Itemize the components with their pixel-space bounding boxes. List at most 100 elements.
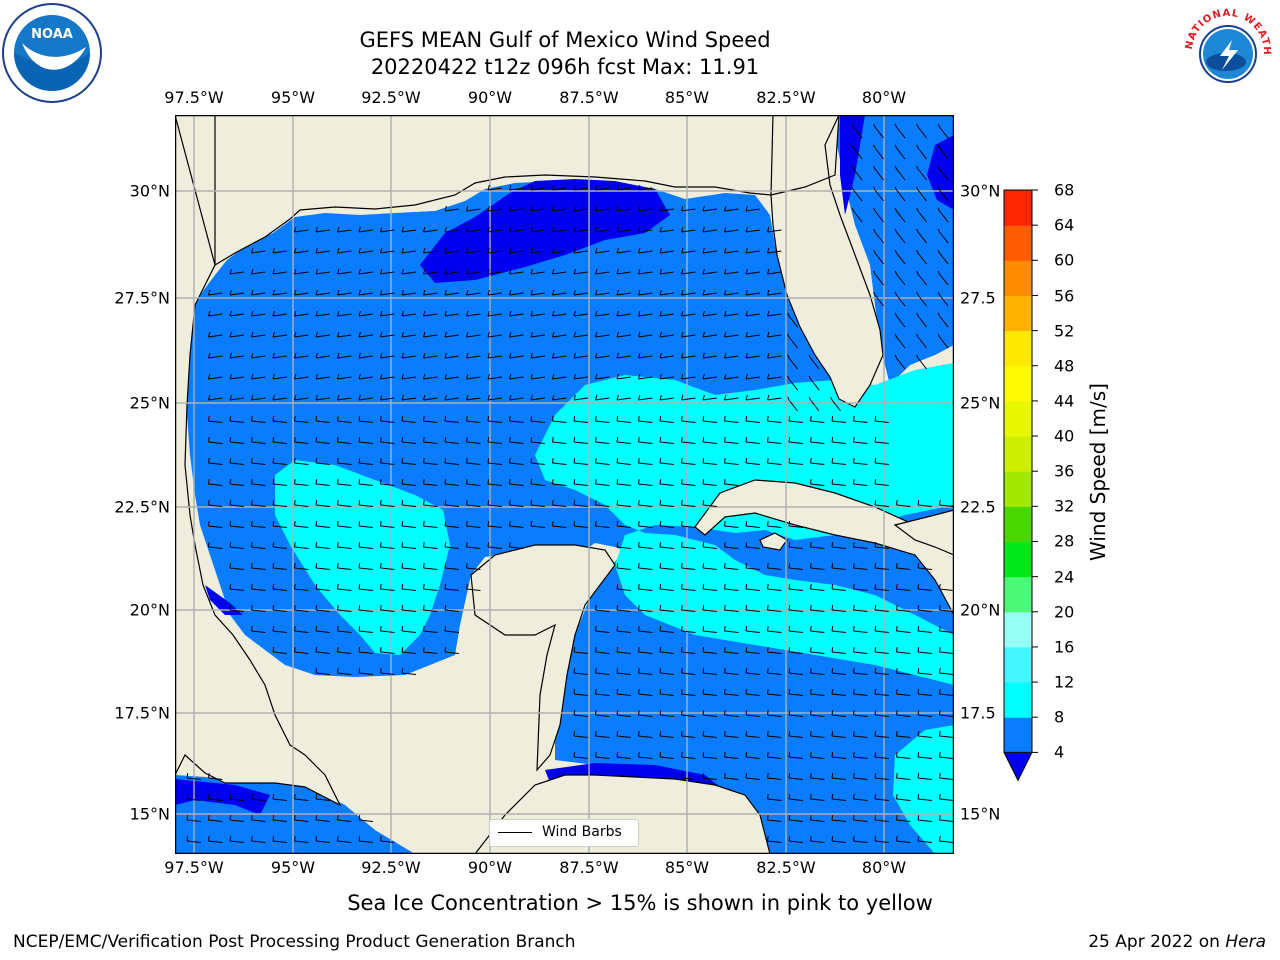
wind-barb-flag bbox=[853, 625, 855, 632]
wind-barb bbox=[659, 420, 674, 423]
wind-barb bbox=[208, 840, 223, 843]
wind-barb-flag bbox=[853, 751, 855, 758]
wind-barb-flag bbox=[444, 352, 447, 359]
wind-barb-flag bbox=[724, 436, 726, 443]
wind-barb bbox=[616, 609, 631, 612]
wind-barb bbox=[358, 376, 373, 380]
wind-barb bbox=[294, 334, 309, 338]
wind-barb-flag bbox=[530, 310, 533, 317]
wind-barb-flag bbox=[552, 415, 554, 422]
wind-barb-flag bbox=[444, 583, 447, 590]
colorbar-segment bbox=[1004, 506, 1032, 542]
wind-barb-flag bbox=[659, 478, 662, 485]
wind-barb bbox=[767, 376, 782, 380]
wind-barb-flag bbox=[315, 541, 318, 548]
wind-barb bbox=[831, 462, 846, 465]
wind-barb-flag bbox=[208, 373, 211, 380]
wind-barb-flag bbox=[853, 709, 855, 716]
wind-barb-flag bbox=[595, 352, 598, 359]
wind-barb bbox=[552, 187, 567, 191]
wind-barb bbox=[423, 355, 438, 359]
wind-barb bbox=[702, 271, 717, 275]
wind-barb bbox=[638, 693, 653, 696]
wind-barb-flag bbox=[681, 205, 684, 212]
wind-barb bbox=[380, 355, 395, 359]
wind-barb-flag bbox=[851, 123, 854, 128]
wind-barb bbox=[315, 630, 330, 633]
wind-barb-flag bbox=[917, 835, 920, 842]
wind-barb bbox=[251, 588, 266, 591]
wind-barb bbox=[659, 714, 674, 717]
wind-barb-flag bbox=[423, 352, 426, 359]
wind-barb bbox=[659, 462, 674, 465]
wind-barb-flag bbox=[724, 772, 726, 779]
wind-barb-flag bbox=[573, 457, 576, 464]
wind-barb-flag bbox=[767, 268, 770, 275]
wind-barb-flag bbox=[595, 457, 597, 464]
wind-barb bbox=[208, 334, 223, 338]
wind-barb-flag bbox=[853, 604, 855, 611]
wind-barb bbox=[315, 798, 330, 801]
wind-barb bbox=[616, 187, 631, 191]
wind-barb bbox=[831, 567, 846, 570]
wind-barb bbox=[358, 609, 373, 612]
wind-barb bbox=[810, 420, 825, 423]
wind-barb-flag bbox=[208, 394, 211, 401]
wind-barb bbox=[509, 525, 524, 528]
wind-barb bbox=[616, 441, 631, 444]
wind-barb-flag bbox=[229, 436, 232, 443]
wind-barb-flag bbox=[444, 562, 447, 569]
wind-barb-flag bbox=[530, 394, 533, 401]
wind-barb-flag bbox=[702, 310, 705, 317]
wind-barb bbox=[939, 210, 949, 223]
wind-barb-flag bbox=[638, 730, 640, 737]
wind-barb-flag bbox=[294, 814, 296, 821]
wind-barb bbox=[896, 315, 906, 328]
wind-barb bbox=[186, 819, 201, 822]
wind-barb bbox=[659, 208, 674, 212]
wind-barb-flag bbox=[702, 772, 705, 779]
wind-barb bbox=[788, 336, 799, 349]
wind-barb-flag bbox=[595, 205, 598, 212]
wind-barb bbox=[853, 588, 868, 591]
colorbar-segment bbox=[1004, 611, 1032, 648]
lon-tick-label: 82.5°W bbox=[756, 858, 816, 877]
wind-barb bbox=[681, 630, 696, 633]
wind-barb-flag bbox=[787, 396, 790, 401]
wind-barb-flag bbox=[937, 291, 940, 296]
colorbar-tick: 64 bbox=[1054, 215, 1075, 235]
wind-barb-flag bbox=[659, 625, 662, 632]
footer-host: Hera bbox=[1225, 932, 1266, 952]
wind-barb bbox=[788, 441, 803, 444]
wind-barb-flag bbox=[487, 226, 490, 233]
lat-tick-label: 20°N bbox=[129, 600, 170, 620]
wind-barb-flag bbox=[208, 814, 210, 821]
wind-barb bbox=[595, 756, 610, 759]
wind-barb bbox=[423, 567, 438, 570]
wind-barb bbox=[681, 756, 696, 759]
wind-barb bbox=[272, 334, 287, 338]
wind-barb bbox=[294, 609, 309, 612]
wind-barb bbox=[767, 693, 782, 696]
wind-barb bbox=[251, 798, 266, 801]
wind-barb bbox=[444, 397, 459, 401]
wind-barb-flag bbox=[337, 667, 339, 674]
colorbar-tick: 16 bbox=[1054, 637, 1075, 657]
wind-barb bbox=[702, 546, 717, 549]
wind-barb bbox=[896, 798, 911, 801]
land-mexico bbox=[175, 115, 342, 854]
wind-barb bbox=[444, 483, 459, 486]
wind-barb-flag bbox=[767, 331, 770, 338]
wind-barb bbox=[788, 714, 803, 717]
wind-barb-flag bbox=[894, 249, 897, 254]
wind-barb bbox=[939, 252, 949, 265]
wind-barb bbox=[831, 777, 846, 780]
wind-barb bbox=[380, 334, 395, 338]
wind-barb-flag bbox=[767, 352, 770, 359]
wind-barb bbox=[917, 336, 928, 349]
calm-wind-region bbox=[175, 779, 270, 815]
wind-barb bbox=[939, 735, 954, 738]
wind-barb-flag bbox=[810, 835, 812, 842]
wind-barb-flag bbox=[894, 165, 897, 170]
wind-barb-flag bbox=[894, 312, 897, 317]
